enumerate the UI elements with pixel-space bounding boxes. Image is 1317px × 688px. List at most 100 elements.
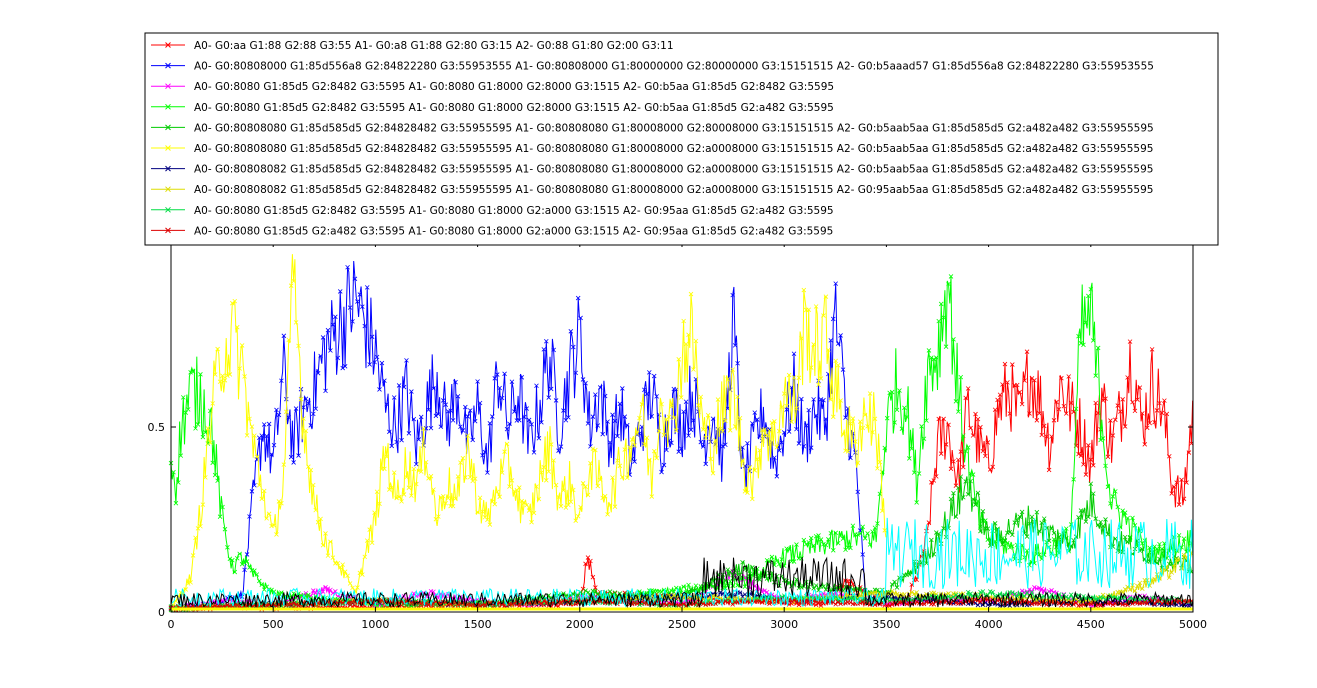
data-point: [678, 446, 684, 451]
data-point: [860, 425, 865, 431]
data-point: [1105, 484, 1111, 490]
data-point: [396, 494, 402, 500]
data-point: [477, 495, 483, 501]
data-point: [757, 577, 762, 582]
data-point: [475, 379, 480, 384]
data-point: [823, 542, 829, 548]
data-point: [347, 305, 353, 310]
data-point: [958, 449, 964, 454]
data-point: [306, 464, 311, 469]
data-point: [686, 433, 691, 438]
data-point: [1140, 411, 1145, 416]
data-point: [1063, 411, 1069, 416]
data-point: [750, 421, 755, 426]
data-point: [504, 441, 510, 447]
data-point: [857, 419, 863, 424]
data-point: [183, 587, 188, 592]
data-point: [647, 457, 652, 463]
data-point: [821, 313, 826, 318]
data-point: [1014, 382, 1020, 388]
data-point: [529, 421, 534, 427]
data-point: [242, 374, 247, 379]
data-point: [823, 587, 829, 592]
data-point: [519, 375, 525, 380]
data-point: [612, 504, 618, 509]
data-point: [968, 425, 973, 431]
data-point: [1014, 518, 1020, 523]
data-point: [512, 488, 517, 494]
data-point: [210, 460, 215, 466]
data-point: [244, 559, 250, 564]
data-point: [769, 420, 775, 426]
legend-marker: [165, 42, 171, 48]
data-point: [374, 489, 380, 495]
data-point: [1140, 546, 1145, 552]
data-point: [889, 389, 895, 395]
data-point: [413, 481, 419, 487]
data-point: [266, 511, 272, 517]
data-point: [1108, 418, 1113, 423]
data-point: [416, 437, 422, 442]
legend-label: A0- G0:80808082 G1:85d585d5 G2:84828482 …: [194, 184, 1153, 196]
data-point: [548, 442, 554, 447]
data-point: [801, 287, 807, 293]
data-point: [624, 475, 630, 481]
data-point: [1127, 534, 1133, 540]
data-point: [769, 554, 775, 560]
data-point: [644, 391, 650, 397]
legend-label: A0- G0:80808080 G1:85d585d5 G2:84828482 …: [194, 122, 1154, 134]
data-point: [965, 386, 971, 391]
data-point: [1152, 576, 1157, 582]
data-point: [850, 416, 856, 421]
data-point: [958, 374, 964, 380]
data-point: [406, 431, 412, 436]
data-point: [580, 586, 586, 592]
data-point: [1032, 585, 1037, 590]
data-point: [183, 410, 188, 415]
data-point: [742, 489, 748, 494]
data-point: [1059, 375, 1064, 381]
data-point: [786, 429, 792, 434]
legend-label: A0- G0:aa G1:88 G2:88 G3:55 A1- G0:a8 G1…: [194, 40, 674, 52]
data-point: [865, 424, 870, 429]
data-point: [875, 466, 880, 471]
data-point: [789, 419, 794, 425]
data-point: [399, 499, 404, 504]
data-point: [909, 446, 915, 452]
data-point: [911, 470, 917, 475]
data-point: [293, 406, 299, 411]
data-point: [656, 428, 662, 434]
data-point: [384, 454, 390, 460]
data-point: [539, 470, 544, 475]
data-point: [531, 450, 537, 455]
axes-layer: 0 500 1000 1500 2000 2500 3000 3500 4000 4500 5000…: [148, 241, 1207, 631]
data-point: [438, 495, 444, 500]
data-point: [1019, 509, 1025, 515]
data-point: [580, 377, 586, 382]
data-point: [730, 292, 735, 298]
data-point: [933, 355, 939, 360]
data-point: [455, 394, 461, 399]
series-markers: [168, 264, 868, 612]
data-point: [323, 531, 328, 536]
data-point: [1127, 595, 1133, 601]
y-tick-label: 0: [158, 606, 165, 619]
data-point: [409, 389, 414, 394]
data-point: [926, 348, 932, 353]
data-point: [377, 501, 382, 507]
data-point: [803, 423, 809, 428]
data-point: [727, 569, 733, 575]
data-point: [943, 442, 949, 447]
legend-marker: [165, 103, 171, 110]
data-point: [507, 421, 512, 427]
data-point: [850, 523, 856, 529]
data-point: [1127, 339, 1133, 344]
data-point: [870, 529, 875, 534]
data-point: [840, 431, 846, 437]
data-point: [580, 481, 586, 486]
data-point: [308, 467, 314, 473]
data-point: [1093, 516, 1098, 521]
data-point: [843, 415, 848, 420]
data-point: [1081, 342, 1086, 348]
data-point: [595, 591, 601, 596]
